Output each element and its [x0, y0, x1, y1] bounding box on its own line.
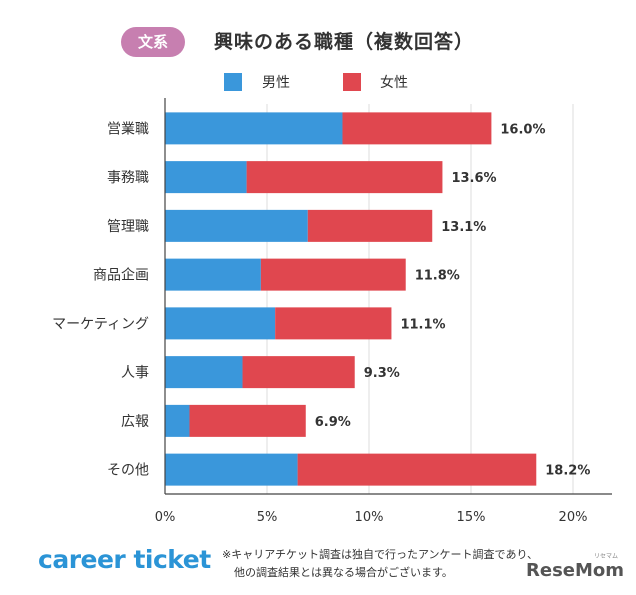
bar-female-2: [307, 209, 433, 242]
x-tick-label-2: 10%: [355, 510, 384, 525]
bar-female-6: [189, 404, 306, 437]
bar-female-7: [297, 453, 537, 486]
bar-female-1: [246, 161, 443, 194]
total-label-1: 13.6%: [451, 171, 496, 186]
resemom-logo: ReseMom リセマム: [526, 553, 625, 581]
bar-male-0: [165, 112, 343, 145]
survey-note: ※キャリアチケット調査は独自で行ったアンケート調査であり、 他の調査結果とは異な…: [222, 546, 538, 582]
category-badge: 文系: [121, 27, 185, 57]
total-label-7: 18.2%: [545, 464, 590, 479]
category-label-7: その他: [107, 463, 149, 479]
total-label-5: 9.3%: [364, 366, 400, 381]
bar-female-3: [260, 258, 406, 291]
career-ticket-logo: career ticket: [38, 545, 211, 574]
total-label-0: 16.0%: [500, 122, 545, 137]
category-label-5: 人事: [121, 365, 149, 381]
x-tick-label-0: 0%: [155, 510, 176, 525]
survey-note-line-1: ※キャリアチケット調査は独自で行ったアンケート調査であり、: [222, 548, 539, 561]
legend-label-male: 男性: [262, 75, 290, 91]
legend: 男性 女性: [0, 70, 636, 94]
legend-swatch-male: [224, 73, 242, 91]
resemom-logo-text: ReseMom: [526, 560, 625, 581]
category-label-3: 商品企画: [93, 267, 149, 284]
bar-male-5: [165, 356, 243, 389]
legend-swatch-female: [343, 73, 361, 91]
bar-male-3: [165, 258, 261, 291]
legend-label-female: 女性: [380, 75, 408, 91]
survey-note-line-2: 他の調査結果とは異なる場合がございます。: [234, 566, 453, 579]
x-tick-label-3: 15%: [457, 510, 486, 525]
bar-male-7: [165, 453, 298, 486]
category-label-1: 事務職: [107, 170, 149, 186]
bar-female-4: [275, 307, 392, 340]
x-tick-label-1: 5%: [257, 510, 278, 525]
category-label-6: 広報: [121, 414, 149, 430]
category-label-0: 営業職: [107, 121, 149, 137]
resemom-logo-ruby: リセマム: [594, 553, 619, 560]
bar-male-1: [165, 161, 247, 194]
bar-chart: 0% 5% 10% 15% 20% 営業職 16.0% 事務職 13.6% 管理職 13.1% 商品企…: [52, 98, 612, 525]
total-label-3: 11.8%: [415, 269, 460, 284]
bar-male-2: [165, 209, 308, 242]
total-label-2: 13.1%: [441, 220, 486, 235]
bar-female-0: [342, 112, 492, 145]
bar-male-6: [165, 404, 190, 437]
x-tick-label-4: 20%: [559, 510, 588, 525]
category-label-2: 管理職: [107, 219, 149, 235]
bar-female-5: [242, 356, 355, 389]
total-label-4: 11.1%: [400, 317, 445, 332]
bar-male-4: [165, 307, 276, 340]
category-label-4: マーケティング: [52, 316, 149, 332]
total-label-6: 6.9%: [315, 415, 351, 430]
chart-title: 興味のある職種（複数回答）: [214, 31, 475, 53]
